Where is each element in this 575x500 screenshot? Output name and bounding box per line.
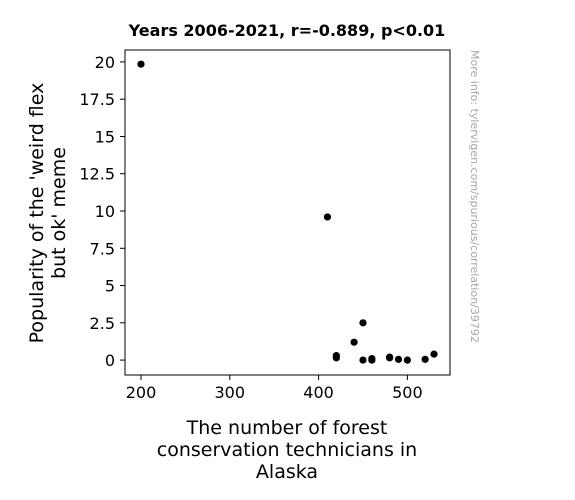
y-tick-label: 20 xyxy=(95,53,115,72)
y-axis-label-line-1: Popularity of the 'weird flex xyxy=(26,83,48,344)
x-tick-label: 200 xyxy=(126,383,157,402)
x-axis-label: The number of forest conservation techni… xyxy=(157,417,417,483)
y-tick-label: 12.5 xyxy=(79,165,115,184)
y-tick-label: 0 xyxy=(105,351,115,370)
data-point xyxy=(403,356,411,364)
y-tick-label: 10 xyxy=(95,202,115,221)
x-axis-label-line-2: conservation technicians in xyxy=(157,439,417,461)
data-point xyxy=(430,350,438,358)
y-tick-label: 7.5 xyxy=(90,239,115,258)
plot-area-frame xyxy=(124,49,451,376)
data-point xyxy=(359,319,367,327)
y-axis-label-line-2: but ok' meme xyxy=(48,147,70,279)
x-tick-label: 500 xyxy=(392,383,423,402)
data-point xyxy=(323,213,332,221)
chart-title: Years 2006-2021, r=-0.889, p<0.01 xyxy=(128,21,446,40)
y-tick-label: 15 xyxy=(95,127,115,146)
x-axis-label-line-1: The number of forest xyxy=(186,417,388,439)
data-points xyxy=(137,60,438,364)
x-axis-ticks: 200 300 400 500 xyxy=(126,375,423,402)
y-axis-label: Popularity of the 'weird flex but ok' me… xyxy=(26,83,70,344)
x-axis-label-line-3: Alaska xyxy=(256,461,318,483)
data-point xyxy=(359,356,367,364)
y-tick-label: 5 xyxy=(105,277,115,296)
x-tick-label: 300 xyxy=(215,383,246,402)
data-point xyxy=(386,354,394,362)
data-point xyxy=(368,356,376,364)
data-point xyxy=(394,355,403,363)
data-point xyxy=(137,60,145,68)
data-point xyxy=(332,354,340,362)
y-axis-ticks: 0 2.5 5 7.5 10 12.5 15 17.5 20 xyxy=(79,53,125,370)
y-tick-label: 17.5 xyxy=(79,90,115,109)
source-note: More info: tylervigen.com/spurious/corre… xyxy=(468,50,481,343)
data-point xyxy=(421,355,429,363)
data-point xyxy=(350,338,358,346)
x-tick-label: 400 xyxy=(303,383,334,402)
y-tick-label: 2.5 xyxy=(90,314,115,333)
